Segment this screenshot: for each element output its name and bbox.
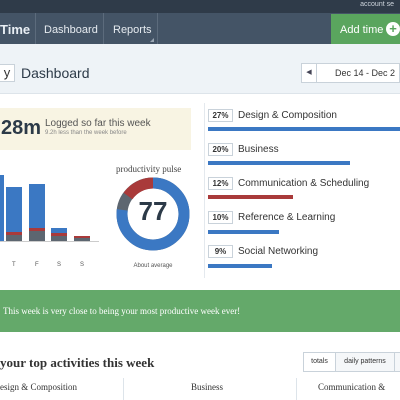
- banner-message: This week is very close to being your mo…: [3, 306, 241, 316]
- activity-bar: [208, 127, 400, 131]
- activity-name[interactable]: Social Networking: [238, 246, 319, 257]
- logged-time-summary: [0, 108, 191, 150]
- plus-circle-icon[interactable]: +: [386, 22, 400, 36]
- activity-bar: [208, 230, 279, 234]
- day-label: T: [12, 262, 16, 268]
- add-time-label: Add time: [340, 24, 384, 36]
- chart-baseline: [0, 241, 99, 242]
- day-label: S: [80, 262, 85, 268]
- activity-bar: [208, 161, 350, 165]
- activity-percent: 10%: [208, 211, 233, 224]
- logged-comparison: 9.2h less than the week before: [45, 130, 127, 136]
- day-bar-unproductive[interactable]: [29, 228, 45, 231]
- day-bar-productive[interactable]: [51, 228, 67, 233]
- column-header: Communication &: [318, 382, 386, 392]
- activity-percent: 27%: [208, 109, 233, 122]
- day-label: S: [57, 262, 62, 268]
- day-bar-productive[interactable]: [29, 184, 45, 228]
- activity-name[interactable]: Reference & Learning: [238, 212, 336, 223]
- day-label: F: [35, 262, 39, 268]
- day-bar-neutral[interactable]: [74, 238, 90, 241]
- tab-totals[interactable]: totals: [303, 352, 336, 372]
- column-divider: [296, 378, 297, 400]
- activity-percent: 9%: [208, 245, 233, 258]
- column-header: esign & Composition: [0, 382, 78, 392]
- day-bar-neutral[interactable]: [6, 235, 22, 241]
- column-header: Business: [191, 382, 224, 392]
- activity-bar: [208, 264, 272, 268]
- account-settings-link[interactable]: account se: [360, 1, 394, 8]
- hours-logged: 28m: [1, 117, 42, 139]
- activity-name[interactable]: Business: [238, 144, 279, 155]
- pulse-score: 77: [138, 196, 168, 226]
- logged-headline: Logged so far this week: [45, 118, 151, 129]
- day-bar-neutral[interactable]: [29, 231, 45, 241]
- pulse-ring-unproductive: [123, 177, 154, 200]
- pulse-ring[interactable]: [115, 176, 191, 252]
- top-activities-title: your top activities this week: [0, 355, 155, 370]
- nav-dashboard[interactable]: Dashboard: [44, 24, 98, 36]
- app-logo[interactable]: Time: [0, 22, 31, 37]
- day-bar-productive[interactable]: [6, 187, 22, 232]
- view-selector[interactable]: y: [0, 64, 15, 82]
- day-bar-unproductive[interactable]: [6, 232, 22, 235]
- activity-name[interactable]: Communication & Scheduling: [238, 178, 370, 189]
- page-title: Dashboard: [21, 65, 90, 81]
- nav-divider: [103, 13, 104, 44]
- tab-daily-patterns[interactable]: daily patterns: [335, 352, 395, 372]
- date-range-selector[interactable]: Dec 14 - Dec 2: [317, 63, 400, 83]
- section-divider: [204, 103, 205, 278]
- account-strip: [0, 0, 400, 13]
- activity-percent: 12%: [208, 177, 233, 190]
- activity-bar: [208, 195, 293, 199]
- pulse-ring-center: [128, 189, 178, 239]
- day-bar-unproductive[interactable]: [51, 233, 67, 236]
- previous-week-button[interactable]: ◀: [301, 63, 317, 83]
- nav-reports[interactable]: Reports: [113, 24, 152, 36]
- pulse-caption: About average: [133, 263, 173, 269]
- day-bar-productive[interactable]: [0, 175, 4, 241]
- day-bar-neutral[interactable]: [51, 236, 67, 241]
- dropdown-corner-icon: [150, 38, 154, 42]
- column-divider: [123, 378, 124, 400]
- activity-name[interactable]: Design & Composition: [238, 110, 337, 121]
- activity-percent: 20%: [208, 143, 233, 156]
- achievement-banner: [0, 290, 400, 332]
- day-bar-unproductive[interactable]: [74, 236, 90, 238]
- nav-divider: [35, 13, 36, 44]
- nav-divider: [157, 13, 158, 44]
- pulse-title: productivity pulse: [116, 164, 182, 174]
- tab-more[interactable]: [394, 352, 400, 372]
